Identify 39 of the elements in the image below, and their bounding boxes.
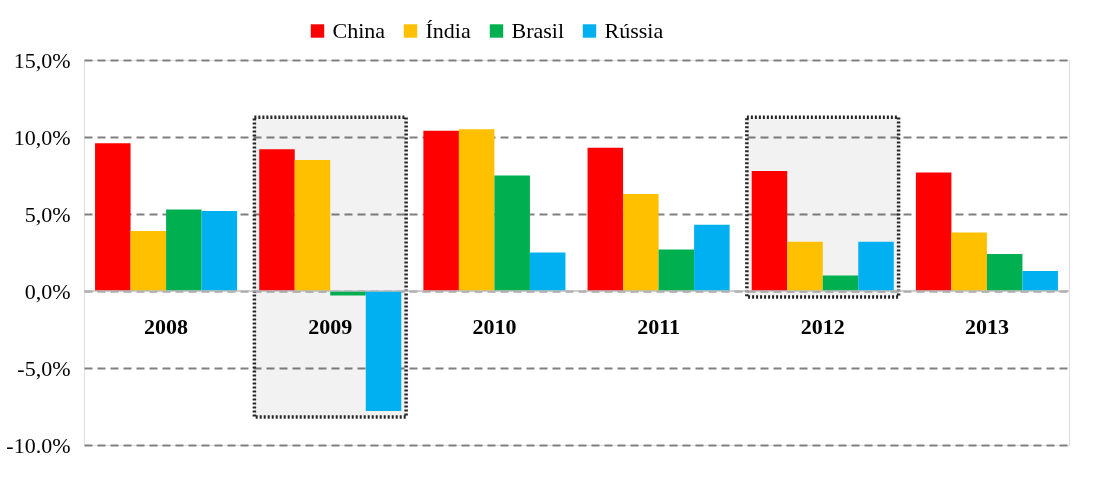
legend-label: China xyxy=(332,18,386,43)
bar xyxy=(294,160,331,291)
bar xyxy=(915,172,952,291)
x-tick-label: 2013 xyxy=(964,314,1009,339)
x-tick-label: 2012 xyxy=(800,314,845,339)
bar xyxy=(458,129,495,291)
x-tick-label: 2009 xyxy=(308,314,353,339)
bar xyxy=(986,254,1023,291)
y-tick-label: 5,0% xyxy=(24,201,71,227)
x-tick-label: 2008 xyxy=(144,314,189,339)
bar xyxy=(587,147,624,291)
bar xyxy=(1022,270,1058,291)
bar xyxy=(365,291,402,412)
bar xyxy=(166,209,202,291)
y-tick-label: 15,0% xyxy=(13,47,71,73)
bar xyxy=(201,210,238,291)
bar xyxy=(623,193,659,291)
bar xyxy=(529,252,566,291)
bar xyxy=(787,241,823,291)
bar xyxy=(494,175,530,291)
bar xyxy=(822,275,859,291)
y-tick-label: 0,0% xyxy=(24,278,71,304)
bar xyxy=(95,143,131,291)
legend-label: Brasil xyxy=(511,18,565,43)
bar xyxy=(858,241,894,291)
bar xyxy=(423,130,459,291)
y-tick-label: -10.0% xyxy=(6,432,71,458)
bar xyxy=(694,224,730,291)
bar xyxy=(751,170,788,291)
x-tick-label: 2010 xyxy=(472,314,517,339)
y-tick-label: -5,0% xyxy=(17,355,71,381)
bar xyxy=(951,232,987,291)
legend-label: Índia xyxy=(425,18,471,43)
legend-label: Rússia xyxy=(604,18,664,43)
bar xyxy=(130,230,167,291)
x-tick-label: 2011 xyxy=(637,314,680,339)
bar xyxy=(259,149,295,291)
y-tick-label: 10,0% xyxy=(13,124,71,150)
bar xyxy=(658,249,695,291)
